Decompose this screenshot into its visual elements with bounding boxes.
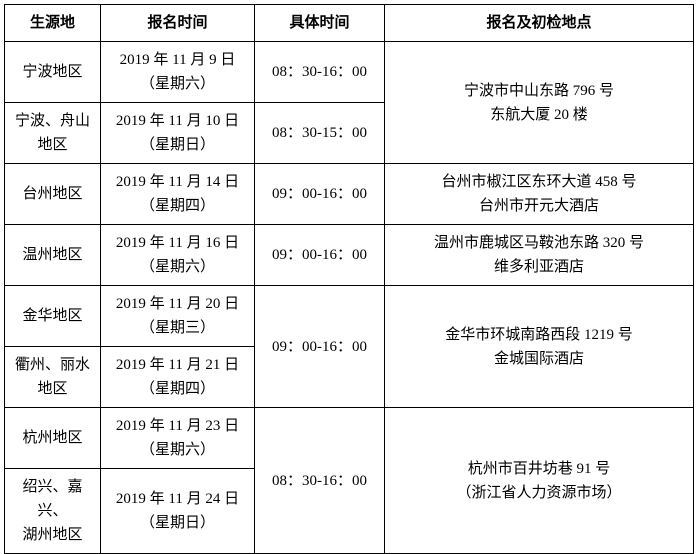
location-line: 温州市鹿城区马鞍池东路 320 号: [389, 231, 689, 255]
cell-origin: 宁波地区: [5, 42, 101, 103]
cell-time: 09：00-16：00: [255, 225, 385, 286]
date-weekday: （星期六）: [105, 255, 250, 279]
table-row: 温州地区 2019 年 11 月 16 日 （星期六） 09：00-16：00 …: [5, 225, 694, 286]
cell-origin: 绍兴、嘉兴、 湖州地区: [5, 469, 101, 554]
cell-date: 2019 年 11 月 23 日 （星期六）: [101, 408, 255, 469]
cell-origin: 杭州地区: [5, 408, 101, 469]
cell-origin: 台州地区: [5, 164, 101, 225]
cell-origin: 金华地区: [5, 286, 101, 347]
location-line: 金华市环城南路西段 1219 号: [389, 323, 689, 347]
cell-location: 台州市椒江区东环大道 458 号 台州市开元大酒店: [385, 164, 694, 225]
origin-line: 衢州、丽水: [9, 353, 96, 377]
location-line: 维多利亚酒店: [389, 255, 689, 279]
header-reg-time: 报名时间: [101, 5, 255, 42]
origin-line: 绍兴、嘉兴、: [9, 475, 96, 523]
date-weekday: （星期四）: [105, 194, 250, 218]
table-row: 金华地区 2019 年 11 月 20 日 （星期三） 09：00-16：00 …: [5, 286, 694, 347]
cell-date: 2019 年 11 月 14 日 （星期四）: [101, 164, 255, 225]
location-line: 东航大厦 20 楼: [389, 103, 689, 127]
cell-time: 09：00-16：00: [255, 164, 385, 225]
date-main: 2019 年 11 月 23 日: [105, 414, 250, 438]
cell-time: 09：00-16：00: [255, 286, 385, 408]
location-line: 台州市椒江区东环大道 458 号: [389, 170, 689, 194]
cell-origin: 宁波、舟山 地区: [5, 103, 101, 164]
cell-origin: 温州地区: [5, 225, 101, 286]
date-weekday: （星期六）: [105, 72, 250, 96]
date-main: 2019 年 11 月 20 日: [105, 292, 250, 316]
date-weekday: （星期六）: [105, 438, 250, 462]
cell-date: 2019 年 11 月 21 日 （星期四）: [101, 347, 255, 408]
cell-date: 2019 年 11 月 20 日 （星期三）: [101, 286, 255, 347]
origin-line: 地区: [9, 133, 96, 157]
date-main: 2019 年 11 月 9 日: [105, 48, 250, 72]
date-main: 2019 年 11 月 21 日: [105, 353, 250, 377]
date-weekday: （星期日）: [105, 511, 250, 535]
table-row: 杭州地区 2019 年 11 月 23 日 （星期六） 08：30-16：00 …: [5, 408, 694, 469]
cell-time: 08：30-16：00: [255, 42, 385, 103]
cell-date: 2019 年 11 月 24 日 （星期日）: [101, 469, 255, 554]
header-location: 报名及初检地点: [385, 5, 694, 42]
origin-line: 宁波、舟山: [9, 109, 96, 133]
schedule-table: 生源地 报名时间 具体时间 报名及初检地点 宁波地区 2019 年 11 月 9…: [4, 4, 694, 554]
header-row: 生源地 报名时间 具体时间 报名及初检地点: [5, 5, 694, 42]
location-line: 台州市开元大酒店: [389, 194, 689, 218]
header-specific-time: 具体时间: [255, 5, 385, 42]
cell-location: 温州市鹿城区马鞍池东路 320 号 维多利亚酒店: [385, 225, 694, 286]
date-main: 2019 年 11 月 10 日: [105, 109, 250, 133]
table-row: 台州地区 2019 年 11 月 14 日 （星期四） 09：00-16：00 …: [5, 164, 694, 225]
table-row: 宁波地区 2019 年 11 月 9 日 （星期六） 08：30-16：00 宁…: [5, 42, 694, 103]
location-line: （浙江省人力资源市场）: [389, 481, 689, 505]
location-line: 杭州市百井坊巷 91 号: [389, 457, 689, 481]
cell-origin: 衢州、丽水 地区: [5, 347, 101, 408]
location-line: 金城国际酒店: [389, 347, 689, 371]
cell-location: 宁波市中山东路 796 号 东航大厦 20 楼: [385, 42, 694, 164]
date-weekday: （星期三）: [105, 316, 250, 340]
date-main: 2019 年 11 月 16 日: [105, 231, 250, 255]
date-main: 2019 年 11 月 14 日: [105, 170, 250, 194]
header-origin: 生源地: [5, 5, 101, 42]
cell-date: 2019 年 11 月 10 日 （星期日）: [101, 103, 255, 164]
location-line: 宁波市中山东路 796 号: [389, 79, 689, 103]
cell-date: 2019 年 11 月 9 日 （星期六）: [101, 42, 255, 103]
date-main: 2019 年 11 月 24 日: [105, 487, 250, 511]
date-weekday: （星期日）: [105, 133, 250, 157]
origin-line: 地区: [9, 377, 96, 401]
date-weekday: （星期四）: [105, 377, 250, 401]
cell-time: 08：30-15：00: [255, 103, 385, 164]
origin-line: 湖州地区: [9, 523, 96, 547]
cell-location: 金华市环城南路西段 1219 号 金城国际酒店: [385, 286, 694, 408]
cell-date: 2019 年 11 月 16 日 （星期六）: [101, 225, 255, 286]
